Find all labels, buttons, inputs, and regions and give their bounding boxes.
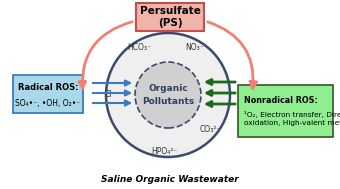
Text: CO₃²⁻: CO₃²⁻	[199, 125, 221, 133]
Text: Persulfate
(PS): Persulfate (PS)	[139, 6, 201, 28]
Text: Nonradical ROS:: Nonradical ROS:	[244, 97, 318, 105]
Text: HCO₃⁻: HCO₃⁻	[127, 43, 151, 51]
Text: Organic
Pollutants: Organic Pollutants	[142, 84, 194, 106]
Text: Radical ROS:: Radical ROS:	[18, 84, 78, 92]
Text: SO₄•⁻, •OH, O₂•⁻: SO₄•⁻, •OH, O₂•⁻	[15, 99, 81, 108]
Text: NO₃⁻: NO₃⁻	[186, 43, 204, 51]
Text: Cl⁻: Cl⁻	[104, 91, 116, 99]
Text: Saline Organic Wastewater: Saline Organic Wastewater	[101, 174, 239, 184]
FancyBboxPatch shape	[13, 75, 83, 113]
Circle shape	[106, 33, 230, 157]
Text: ¹O₂, Electron transfer, Direct
oxidation, High-valent metal: ¹O₂, Electron transfer, Direct oxidation…	[244, 111, 340, 125]
FancyBboxPatch shape	[238, 85, 333, 137]
Text: HPO₄²⁻: HPO₄²⁻	[151, 146, 177, 156]
Circle shape	[135, 62, 201, 128]
